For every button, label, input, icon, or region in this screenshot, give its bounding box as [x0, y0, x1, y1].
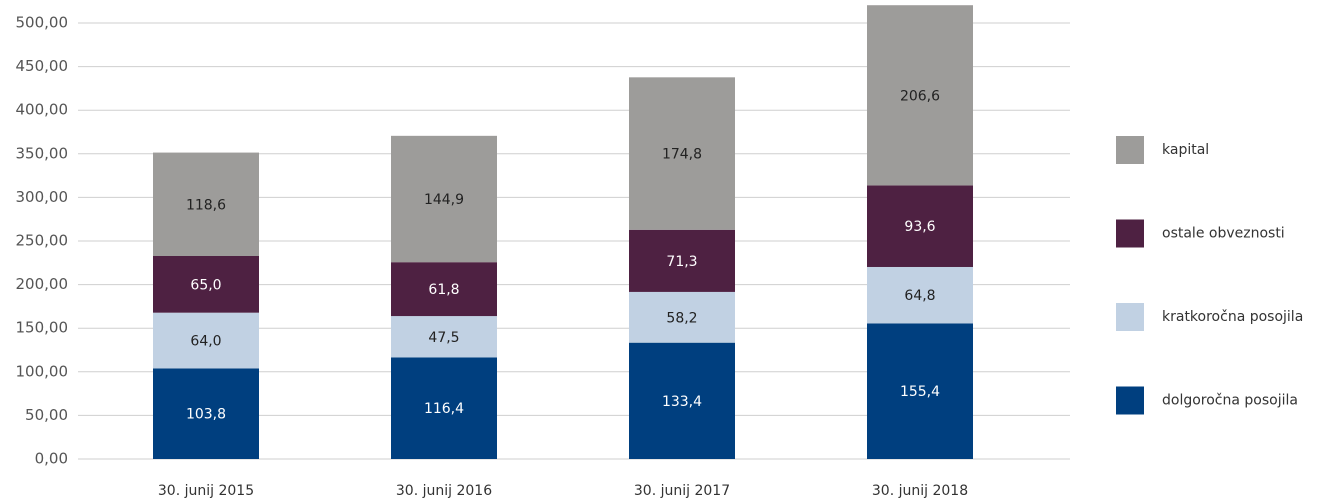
y-tick-label: 400,00: [16, 101, 69, 119]
data-label: 61,8: [428, 282, 459, 298]
x-tick-label: 30. junij 2018: [872, 483, 968, 499]
bar-segment: [867, 266, 973, 324]
legend-label: ostale obveznosti: [1162, 226, 1285, 242]
bar-segment: [867, 323, 973, 459]
data-label: 65,0: [190, 277, 221, 293]
x-tick-label: 30. junij 2016: [396, 483, 492, 499]
data-label: 118,6: [186, 197, 226, 213]
data-label: 71,3: [666, 254, 697, 270]
data-label: 64,0: [190, 334, 221, 350]
data-label: 58,2: [666, 310, 697, 326]
bar-segment: [153, 312, 259, 369]
data-label: 206,6: [900, 88, 940, 104]
y-tick-label: 500,00: [16, 14, 69, 32]
bar-segment: [629, 229, 735, 292]
bar-segment: [391, 357, 497, 459]
data-label: 64,8: [904, 288, 935, 304]
legend-label: kratkoročna posojila: [1162, 309, 1303, 325]
y-tick-label: 50,00: [25, 406, 68, 424]
y-tick-label: 150,00: [16, 319, 69, 337]
bar-segment: [867, 5, 973, 186]
data-label: 93,6: [904, 219, 935, 235]
data-label: 116,4: [424, 401, 464, 417]
bar-segment: [867, 185, 973, 267]
y-tick-label: 450,00: [16, 57, 69, 75]
legend-swatch: [1116, 303, 1144, 331]
x-tick-label: 30. junij 2015: [158, 483, 254, 499]
bar-segment: [391, 262, 497, 317]
bar-segment: [629, 77, 735, 230]
bar-segment: [391, 316, 497, 358]
bar-segment: [153, 368, 259, 459]
data-label: 133,4: [662, 394, 702, 410]
legend-swatch: [1116, 219, 1144, 248]
y-tick-label: 100,00: [16, 362, 69, 380]
data-label: 155,4: [900, 384, 940, 400]
x-tick-label: 30. junij 2017: [634, 483, 730, 499]
y-tick-label: 0,00: [35, 450, 68, 468]
data-label: 103,8: [186, 407, 226, 423]
data-label: 47,5: [428, 330, 459, 346]
bar-segment: [391, 135, 497, 263]
bar-segment: [629, 291, 735, 343]
y-tick-label: 250,00: [16, 232, 69, 250]
data-label: 144,9: [424, 192, 464, 208]
bar-segment: [153, 152, 259, 256]
legend-label: kapital: [1162, 142, 1209, 158]
bar-segment: [153, 255, 259, 313]
y-tick-label: 300,00: [16, 188, 69, 206]
legend-label: dolgoročna posojila: [1162, 393, 1298, 409]
data-label: 174,8: [662, 147, 702, 163]
legend-swatch: [1116, 386, 1144, 415]
y-tick-label: 200,00: [16, 275, 69, 293]
legend-swatch: [1116, 136, 1144, 164]
bar-segment: [629, 342, 735, 459]
y-tick-label: 350,00: [16, 144, 69, 162]
